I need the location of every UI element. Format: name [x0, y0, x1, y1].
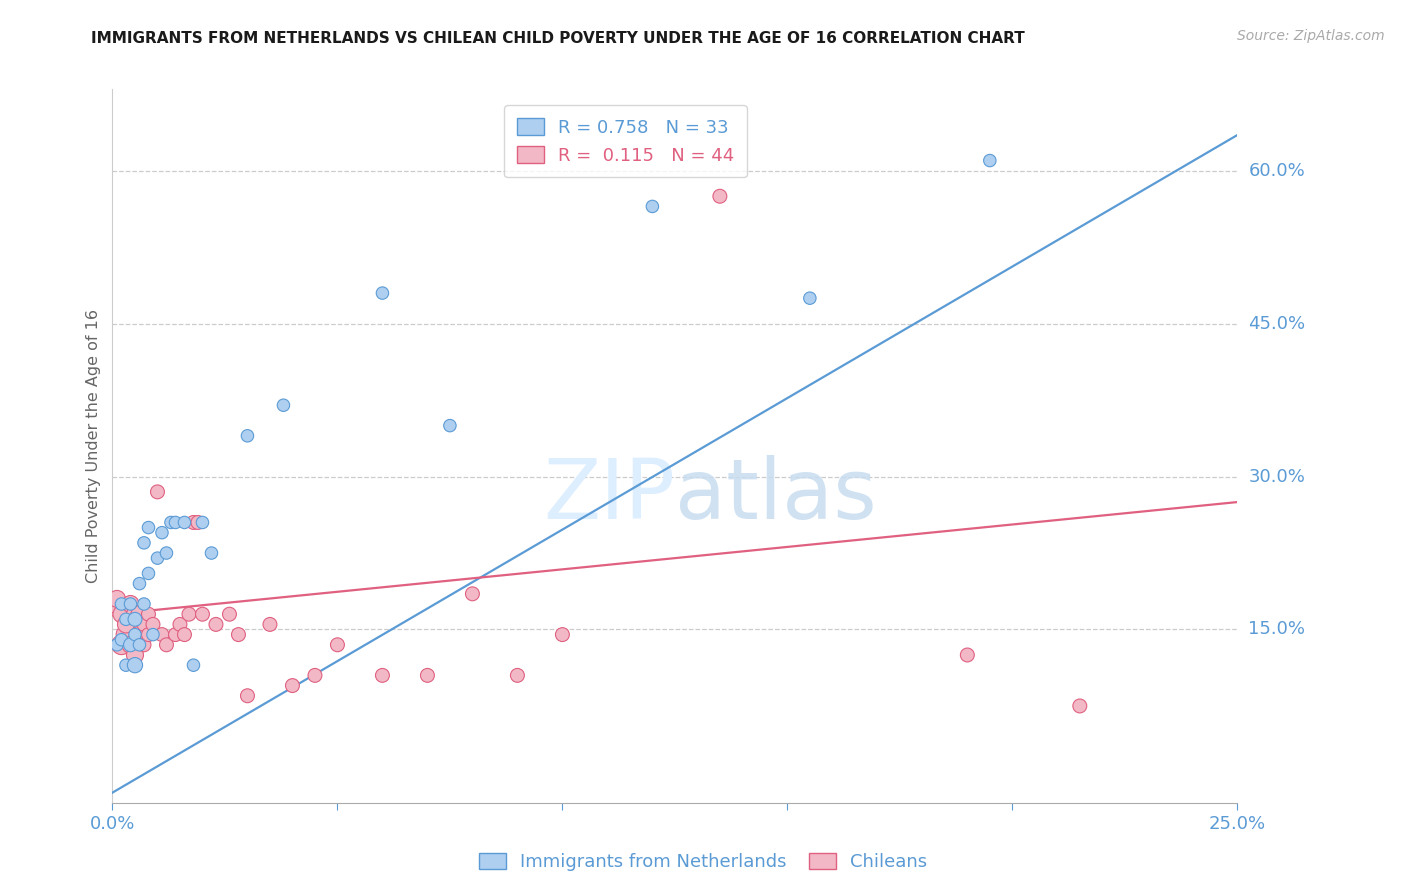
- Point: [155, 546, 177, 560]
- Point: [128, 627, 150, 641]
- Point: [177, 607, 200, 622]
- Point: [128, 607, 150, 622]
- Text: 60.0%: 60.0%: [1249, 161, 1305, 180]
- Point: [128, 638, 150, 652]
- Point: [1069, 698, 1091, 713]
- Point: [799, 291, 821, 305]
- Point: [138, 566, 160, 581]
- Text: 15.0%: 15.0%: [1249, 621, 1305, 639]
- Point: [104, 597, 127, 611]
- Point: [132, 617, 155, 632]
- Point: [187, 516, 209, 530]
- Point: [165, 627, 187, 641]
- Point: [110, 597, 132, 611]
- Point: [155, 638, 177, 652]
- Point: [439, 418, 461, 433]
- Point: [132, 536, 155, 550]
- Point: [115, 612, 138, 626]
- Text: 45.0%: 45.0%: [1249, 315, 1306, 333]
- Point: [120, 597, 142, 611]
- Point: [371, 286, 394, 301]
- Point: [506, 668, 529, 682]
- Point: [110, 607, 132, 622]
- Point: [142, 627, 165, 641]
- Point: [110, 638, 132, 652]
- Point: [138, 607, 160, 622]
- Point: [169, 617, 191, 632]
- Point: [371, 668, 394, 682]
- Text: Source: ZipAtlas.com: Source: ZipAtlas.com: [1237, 29, 1385, 43]
- Point: [551, 627, 574, 641]
- Point: [326, 638, 349, 652]
- Point: [124, 658, 146, 673]
- Text: ZIP: ZIP: [543, 456, 675, 536]
- Point: [979, 153, 1001, 168]
- Point: [183, 516, 205, 530]
- Point: [273, 398, 295, 412]
- Point: [110, 632, 132, 647]
- Point: [138, 627, 160, 641]
- Point: [304, 668, 326, 682]
- Point: [236, 689, 259, 703]
- Point: [146, 484, 169, 499]
- Point: [132, 638, 155, 652]
- Point: [218, 607, 240, 622]
- Point: [200, 546, 222, 560]
- Point: [160, 516, 183, 530]
- Point: [173, 516, 195, 530]
- Point: [105, 638, 128, 652]
- Point: [120, 638, 142, 652]
- Text: IMMIGRANTS FROM NETHERLANDS VS CHILEAN CHILD POVERTY UNDER THE AGE OF 16 CORRELA: IMMIGRANTS FROM NETHERLANDS VS CHILEAN C…: [91, 31, 1025, 46]
- Point: [124, 627, 146, 641]
- Point: [191, 516, 214, 530]
- Point: [124, 607, 146, 622]
- Text: atlas: atlas: [675, 456, 876, 536]
- Legend: R = 0.758   N = 33, R =  0.115   N = 44: R = 0.758 N = 33, R = 0.115 N = 44: [503, 105, 747, 178]
- Point: [150, 525, 173, 540]
- Legend: Immigrants from Netherlands, Chileans: Immigrants from Netherlands, Chileans: [471, 846, 935, 879]
- Point: [165, 516, 187, 530]
- Point: [236, 429, 259, 443]
- Point: [173, 627, 195, 641]
- Point: [115, 658, 138, 673]
- Point: [228, 627, 250, 641]
- Point: [142, 617, 165, 632]
- Point: [120, 638, 142, 652]
- Point: [259, 617, 281, 632]
- Point: [138, 520, 160, 534]
- Point: [146, 551, 169, 566]
- Point: [281, 679, 304, 693]
- Point: [183, 658, 205, 673]
- Point: [132, 597, 155, 611]
- Point: [124, 612, 146, 626]
- Text: 30.0%: 30.0%: [1249, 467, 1305, 485]
- Point: [115, 617, 138, 632]
- Point: [128, 576, 150, 591]
- Point: [105, 597, 128, 611]
- Point: [150, 627, 173, 641]
- Point: [105, 591, 128, 606]
- Y-axis label: Child Poverty Under the Age of 16: Child Poverty Under the Age of 16: [86, 309, 101, 583]
- Point: [205, 617, 228, 632]
- Point: [120, 597, 142, 611]
- Point: [709, 189, 731, 203]
- Point: [461, 587, 484, 601]
- Point: [191, 607, 214, 622]
- Point: [115, 627, 138, 641]
- Point: [641, 199, 664, 213]
- Point: [416, 668, 439, 682]
- Point: [124, 648, 146, 662]
- Point: [956, 648, 979, 662]
